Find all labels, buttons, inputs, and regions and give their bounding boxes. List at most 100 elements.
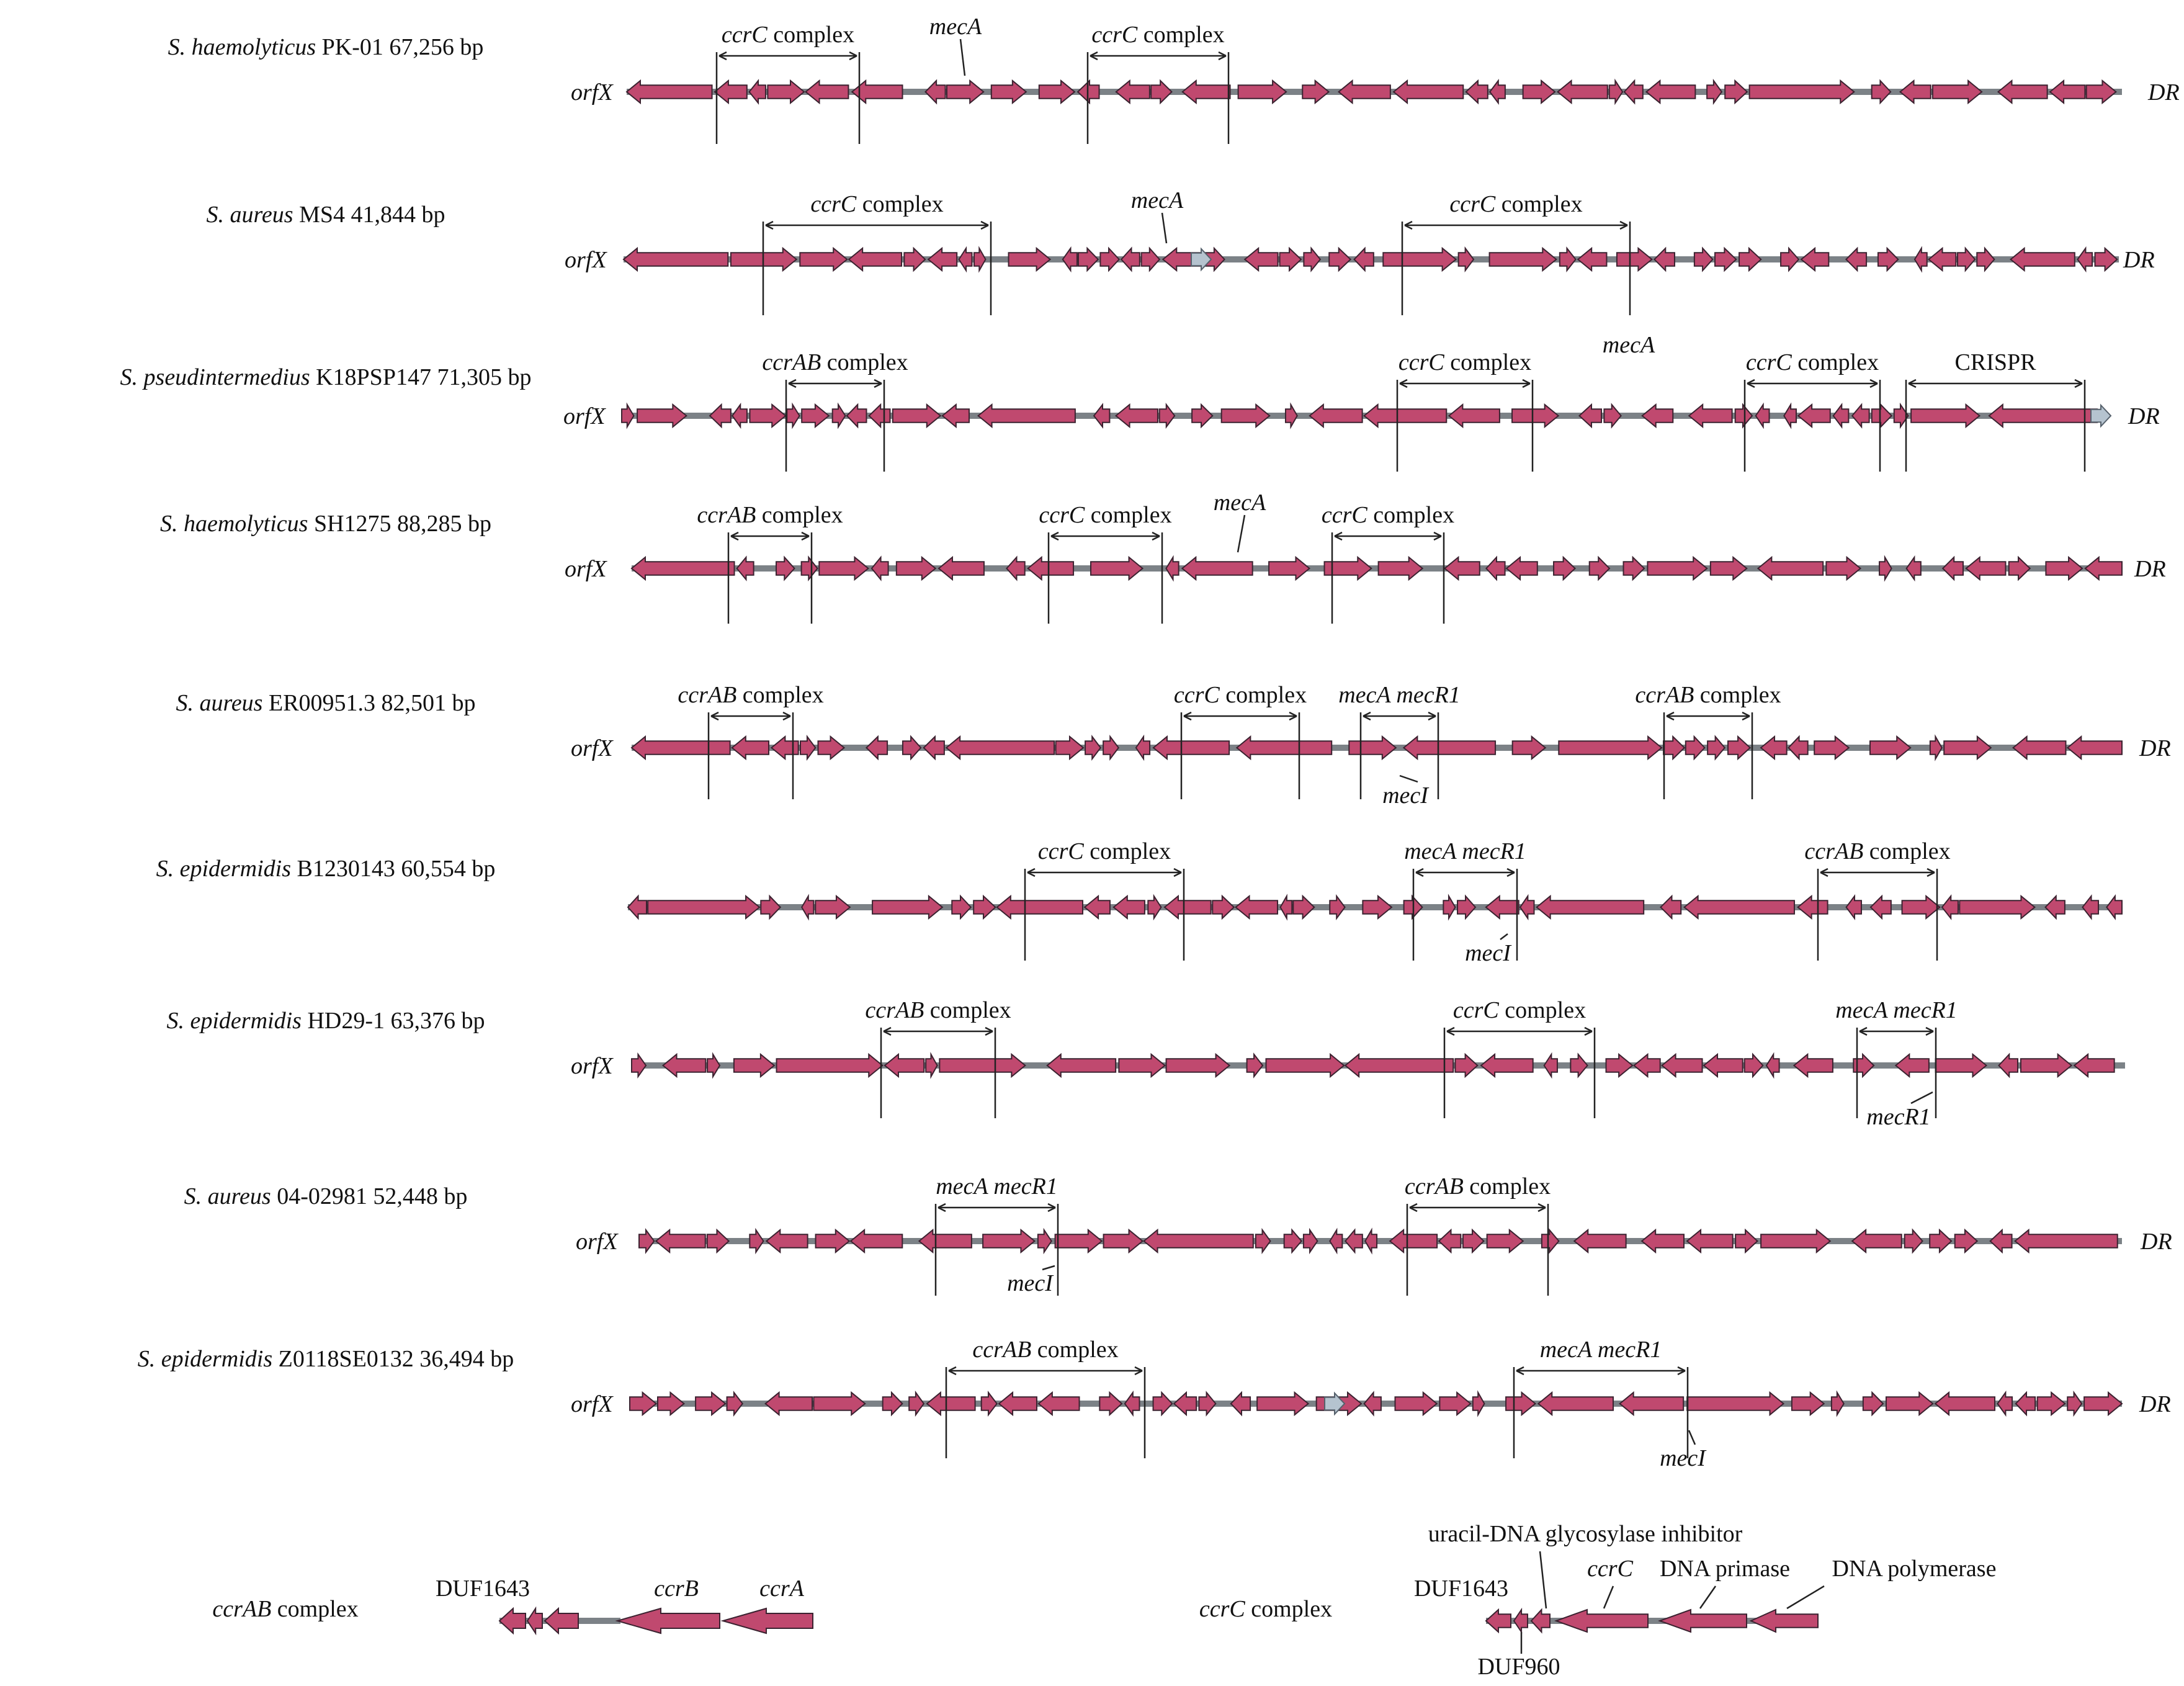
region-title-part-1: complex — [1792, 349, 1879, 375]
region-title-part-1: complex — [1085, 502, 1171, 528]
gene-arrow — [1760, 735, 1788, 761]
gene-arrow — [2106, 894, 2123, 920]
gene-arrow — [1901, 894, 1941, 920]
region-title-part-0: ccrC — [1038, 838, 1085, 864]
legend-ccrb-arrow — [615, 1607, 720, 1634]
row-label-part-1: ER00951.3 82,501 bp — [262, 690, 475, 716]
gene-arrow — [1559, 246, 1577, 272]
span-arrowhead-left — [1415, 868, 1424, 877]
orfx-label: orfX — [571, 1391, 614, 1417]
region-title-part-0: ccrC — [1746, 349, 1792, 375]
gene-arrow — [1505, 555, 1538, 581]
span-arrowhead-right — [1522, 379, 1531, 388]
span-arrowhead-left — [1404, 220, 1413, 230]
region-title-part-0: ccrAB — [865, 997, 924, 1023]
gene-arrow — [2077, 246, 2093, 273]
gene-arrow — [1954, 1228, 1979, 1254]
gene-arrow — [1054, 1228, 1103, 1254]
region-title-part-0: ccrC — [1399, 349, 1445, 375]
gene-callout: mecA — [929, 14, 982, 40]
span-arrowhead-left — [948, 1366, 957, 1376]
gene-arrow — [1707, 735, 1726, 761]
element-row: S. aureus 04-02981 52,448 bp orfX DR mecA m… — [184, 1173, 2172, 1296]
element-row: S. aureus MS4 41,844 bp orfX DR ccrC comple… — [207, 187, 2155, 315]
legend-ugi: uracil-DNA glycosylase inhibitor — [1428, 1521, 1743, 1547]
gene-arrow — [1302, 1227, 1318, 1255]
legend-dna-primase: DNA primase — [1660, 1556, 1790, 1582]
gene-arrow — [1997, 1390, 2013, 1417]
gene-arrow — [1085, 735, 1102, 761]
gene-arrow — [895, 555, 937, 581]
gene-arrow — [849, 1228, 903, 1254]
region-title-part-1: complex — [768, 22, 854, 48]
span-arrowhead-right — [782, 711, 791, 721]
gene-arrow — [1959, 894, 2036, 920]
dr-label: DR — [2128, 403, 2160, 429]
gene-arrow — [1578, 403, 1603, 429]
gene-arrow — [1735, 1228, 1758, 1254]
gene-callout: mecA — [1603, 332, 1655, 358]
legend-ccrab-title: ccrAB complex — [212, 1596, 358, 1622]
gene-arrow — [980, 1391, 998, 1417]
gene-arrow — [1941, 555, 1964, 581]
gene-arrow — [1893, 402, 1909, 429]
gene-arrow — [804, 79, 849, 105]
gene-arrow — [918, 1228, 972, 1254]
legend-ccrab-duf-arrow — [526, 1606, 543, 1636]
gene-arrow — [714, 79, 748, 105]
gene-arrow — [1511, 403, 1560, 429]
gene-arrow — [1869, 894, 1892, 920]
row-label-part-1: SH1275 88,285 bp — [308, 511, 491, 537]
gene-arrow — [1037, 1227, 1052, 1255]
span-arrowhead-right — [1619, 220, 1628, 230]
gene-arrow — [1641, 403, 1674, 429]
legend-dna-polymerase-arrow — [1749, 1608, 1819, 1633]
gene-arrow — [1931, 79, 1983, 105]
gene-arrow — [1055, 735, 1085, 761]
gene-arrow — [1783, 402, 1797, 429]
gene-arrow — [801, 403, 830, 429]
gene-arrow — [973, 246, 987, 273]
gene-arrow — [1152, 735, 1230, 761]
gene-arrow — [1181, 555, 1253, 581]
gene-arrow — [2010, 246, 2075, 272]
gene-arrow — [627, 894, 648, 920]
row-label-part-1: PK-01 67,256 bp — [316, 34, 483, 60]
region-title: ccrC complex — [1091, 22, 1224, 48]
element-row: S. pseudintermedius K18PSP147 71,305 bp o… — [120, 332, 2160, 472]
gene-arrow — [1377, 555, 1424, 581]
gene-arrow — [630, 555, 735, 581]
gene-arrow — [1394, 1391, 1438, 1417]
gene-arrow — [629, 1391, 658, 1417]
span-arrowhead-left — [1334, 531, 1343, 541]
gene-arrow — [1103, 1228, 1144, 1254]
span-arrowhead-right — [1433, 531, 1442, 541]
gene-arrow — [1443, 555, 1480, 581]
gene-arrow — [801, 894, 815, 921]
region-title-part-1: complex — [1137, 22, 1224, 48]
gene-arrow — [1147, 894, 1162, 921]
gene-arrow — [1904, 1228, 1923, 1254]
span-arrowhead-left — [883, 1026, 892, 1036]
span-arrowhead-left — [718, 51, 727, 61]
gene-arrow — [1462, 1228, 1485, 1254]
legend-ccrc-part-0: ccrC — [1587, 1556, 1634, 1582]
span-arrowhead-right — [1506, 868, 1515, 877]
gene-arrow — [1871, 79, 1892, 105]
gene-arrow — [1727, 735, 1752, 761]
gene-arrow — [1661, 1052, 1703, 1078]
gene-arrow — [1392, 79, 1464, 105]
gene-callout-part-0: mecA — [1214, 490, 1266, 516]
gene-arrow — [1348, 735, 1397, 761]
span-arrowhead-left — [1363, 711, 1371, 721]
gene-arrow — [1660, 894, 1682, 920]
gene-arrow — [726, 1391, 744, 1417]
orfx-label: orfX — [571, 735, 614, 761]
region-title-part-0: ccrC — [1453, 997, 1500, 1023]
gene-arrow — [1879, 555, 1892, 582]
gene-arrow — [2049, 79, 2086, 105]
gene-arrow — [2067, 1390, 2083, 1417]
gene-arrow — [625, 79, 713, 105]
gene-arrow — [647, 894, 761, 920]
